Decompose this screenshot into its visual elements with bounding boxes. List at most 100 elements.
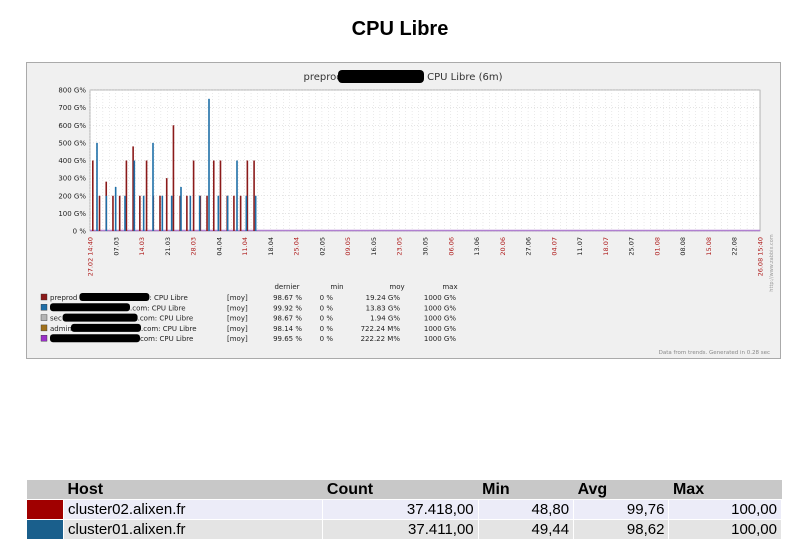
legend-min: 0 %	[320, 294, 334, 302]
x-tick-label: 23.05	[396, 237, 404, 256]
bar-series2	[180, 186, 182, 231]
summary-row: cluster02.alixen.fr 37.418,00 48,80 99,7…	[26, 499, 782, 520]
legend-agg: [moy]	[227, 294, 248, 302]
summary-swatch-cell	[26, 519, 64, 540]
bar-series2	[217, 195, 220, 231]
summary-host: cluster02.alixen.fr	[62, 499, 324, 520]
bar-preprod	[212, 160, 215, 231]
bar-series2	[152, 142, 154, 231]
legend-swatch	[40, 304, 48, 311]
x-tick-label: 27.06	[525, 237, 533, 256]
bar-series2	[96, 142, 98, 231]
x-tick-label: 28.03	[190, 237, 198, 256]
x-tick-label: 25.07	[628, 237, 636, 256]
legend-moy: 13.83 G%	[366, 304, 401, 312]
redaction-bar	[62, 313, 138, 322]
bar-series2	[133, 160, 136, 231]
legend-agg: [moy]	[227, 335, 248, 343]
bar-preprod	[246, 160, 249, 231]
legend-dernier: 98.67 %	[273, 294, 302, 302]
x-tick-label: 18.07	[602, 237, 610, 256]
y-tick-label: 500 G%	[58, 139, 86, 147]
x-tick-label: 08.08	[679, 237, 687, 256]
chart-title-gap: : CPU Libre (6m)	[421, 72, 503, 83]
x-tick-label: 13.06	[473, 237, 481, 256]
legend-dernier: 99.92 %	[273, 304, 302, 312]
y-tick-label: 100 G%	[58, 210, 86, 218]
bar-preprod	[118, 195, 121, 231]
x-tick-label: 27.02 14:40	[87, 237, 95, 276]
bar-series2	[236, 160, 238, 231]
legend-header: min	[330, 283, 343, 291]
x-tick-label: 02.05	[318, 237, 326, 256]
legend-agg: [moy]	[227, 315, 248, 323]
bar-series2	[198, 195, 201, 231]
x-tick-label: 21.03	[164, 237, 172, 256]
page-title: CPU Libre	[351, 18, 449, 40]
bar-preprod	[219, 160, 222, 231]
bar-preprod	[125, 160, 128, 231]
bar-preprod	[92, 160, 94, 231]
bar-preprod	[186, 195, 188, 231]
x-tick-label: 07.03	[112, 237, 120, 256]
summary-header-row: Host Count Min Avg Max	[26, 480, 782, 500]
legend-moy: 222.22 M%	[361, 335, 401, 343]
legend-dernier: 99.65 %	[273, 335, 302, 343]
summary-avg: 98,62	[573, 519, 670, 540]
summary-host: cluster01.alixen.fr	[62, 519, 324, 540]
x-tick-label: 11.04	[241, 237, 249, 256]
redaction-bar	[79, 293, 150, 301]
redaction-bar	[50, 303, 130, 312]
legend-swatch	[40, 314, 48, 321]
legend-swatch	[40, 335, 48, 342]
legend-min: 0 %	[320, 335, 334, 343]
graph-frame: preprod: CPU Libre (6m) 0 % 100 G% 200 G% 30…	[26, 62, 781, 359]
summary-header-min: Min	[478, 480, 574, 500]
y-tick-label: 400 G%	[58, 157, 86, 165]
bar-series2	[114, 186, 117, 231]
legend-header: dernier	[274, 283, 299, 291]
watermark: http://www.zabbix.com	[769, 234, 775, 291]
bar-series2	[142, 195, 145, 231]
legend-max: 1000 G%	[424, 304, 456, 312]
legend-series-name: preprod	[50, 294, 77, 302]
legend-header: moy	[389, 283, 404, 291]
legend-series-suffix: com: CPU Libre	[140, 335, 193, 343]
x-tick-label: 18.04	[267, 237, 275, 256]
summary-row: cluster01.alixen.fr 37.411,00 49,44 98,6…	[26, 519, 782, 540]
legend-min: 0 %	[320, 315, 334, 323]
legend-header: max	[442, 283, 457, 291]
bar-preprod	[159, 195, 161, 231]
x-tick-label: 25.04	[293, 237, 301, 256]
legend-moy: 1.94 G%	[370, 315, 400, 323]
host-color-swatch	[27, 520, 63, 539]
bar-preprod	[145, 160, 148, 231]
legend-swatch	[40, 293, 48, 301]
x-tick-label: 26.08 15:40	[757, 237, 765, 276]
legend-moy: 722.24 M%	[361, 325, 401, 333]
legend-min: 0 %	[320, 325, 334, 333]
legend-swatch	[40, 324, 48, 332]
bar-preprod	[253, 160, 255, 231]
legend-dernier: 98.14 %	[273, 325, 302, 333]
legend-series-suffix: : CPU Libre	[149, 294, 187, 302]
legend-max: 1000 G%	[424, 294, 456, 302]
bar-series2	[189, 195, 192, 231]
chart-title: preprod: CPU Libre (6m)	[304, 72, 503, 83]
legend-max: 1000 G%	[424, 315, 456, 323]
legend-min: 0 %	[320, 304, 334, 312]
y-tick-label: 300 G%	[58, 175, 86, 183]
summary-swatch-cell	[26, 499, 64, 520]
legend-series-suffix: .com: CPU Libre	[138, 315, 194, 323]
redaction-bar	[50, 334, 140, 343]
bar-preprod	[139, 195, 141, 231]
x-tick-label: 16.05	[370, 237, 378, 256]
y-tick-label: 200 G%	[58, 192, 86, 200]
x-tick-label: 30.05	[422, 237, 430, 256]
bar-preprod	[132, 146, 134, 231]
summary-count: 37.418,00	[322, 499, 479, 520]
legend-agg: [moy]	[227, 325, 248, 333]
x-tick-label: 09.05	[344, 237, 352, 256]
legend-series-name: admin	[50, 325, 72, 333]
bar-preprod	[172, 125, 175, 231]
